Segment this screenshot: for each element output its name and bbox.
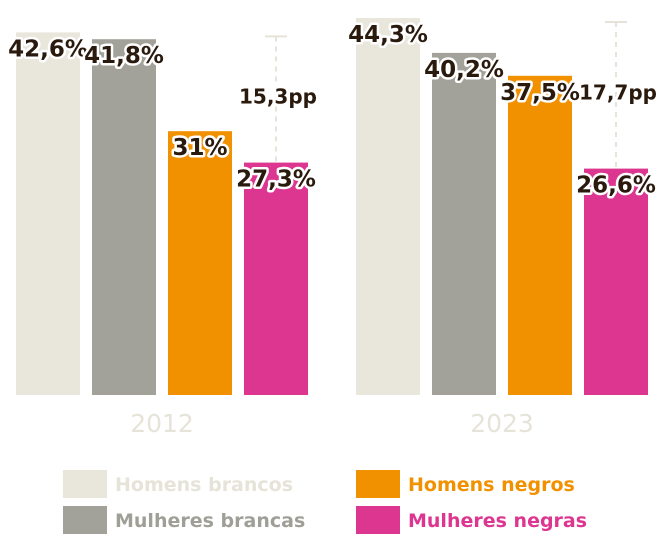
legend-label: Mulheres negras <box>408 510 587 532</box>
value-label: 31% <box>172 135 227 161</box>
value-label: 27,3% <box>236 167 316 193</box>
bar-mulheres-brancas-2023 <box>432 52 496 396</box>
gap-label: 15,3pp <box>239 85 317 109</box>
legend-swatch <box>63 506 107 534</box>
gap-marker-2012: 15,3pp <box>237 35 319 163</box>
legend: Homens brancos Mulheres brancas Homens neg… <box>63 470 587 534</box>
bar-mulheres-brancas-2012 <box>92 39 156 395</box>
gap-markers-layer: 15,3pp 17,7pp <box>237 20 659 169</box>
legend-swatch <box>356 470 400 498</box>
bar-homens-brancos-2023 <box>356 18 420 395</box>
value-label: 41,8% <box>84 43 164 69</box>
legend-label: Homens brancos <box>115 474 293 496</box>
gap-label: 17,7pp <box>579 80 657 104</box>
value-labels-layer: 42,6%41,8% 31% 27,3% 44,3% 40,2%37,5% 26,6% <box>6 20 659 202</box>
legend-item-homens-brancos: Homens brancos <box>63 470 293 498</box>
value-label: 37,5% <box>500 80 580 106</box>
bar-mulheres-negras-2023 <box>584 168 648 395</box>
legend-swatch <box>63 470 107 498</box>
value-label: 26,6% <box>576 173 656 199</box>
bar-homens-negros-2012 <box>168 131 232 395</box>
bar-mulheres-negras-2012 <box>244 162 308 395</box>
category-label: 2023 <box>470 409 534 438</box>
bar-homens-brancos-2012 <box>16 32 80 396</box>
value-label: 40,2% <box>424 57 504 83</box>
bar-homens-negros-2023 <box>508 75 572 396</box>
bars-layer <box>16 18 648 396</box>
legend-label: Mulheres brancas <box>115 510 305 532</box>
legend-item-homens-negros: Homens negros <box>356 470 575 498</box>
legend-swatch <box>356 506 400 534</box>
gap-marker-2023: 17,7pp <box>577 20 659 169</box>
value-label: 44,3% <box>348 22 428 48</box>
legend-item-mulheres-negras: Mulheres negras <box>356 506 587 534</box>
legend-item-mulheres-brancas: Mulheres brancas <box>63 506 305 534</box>
category-label: 2012 <box>130 409 194 438</box>
category-labels-layer: 2012 2023 <box>130 409 534 438</box>
value-label: 42,6% <box>8 36 88 62</box>
legend-label: Homens negros <box>408 474 575 496</box>
